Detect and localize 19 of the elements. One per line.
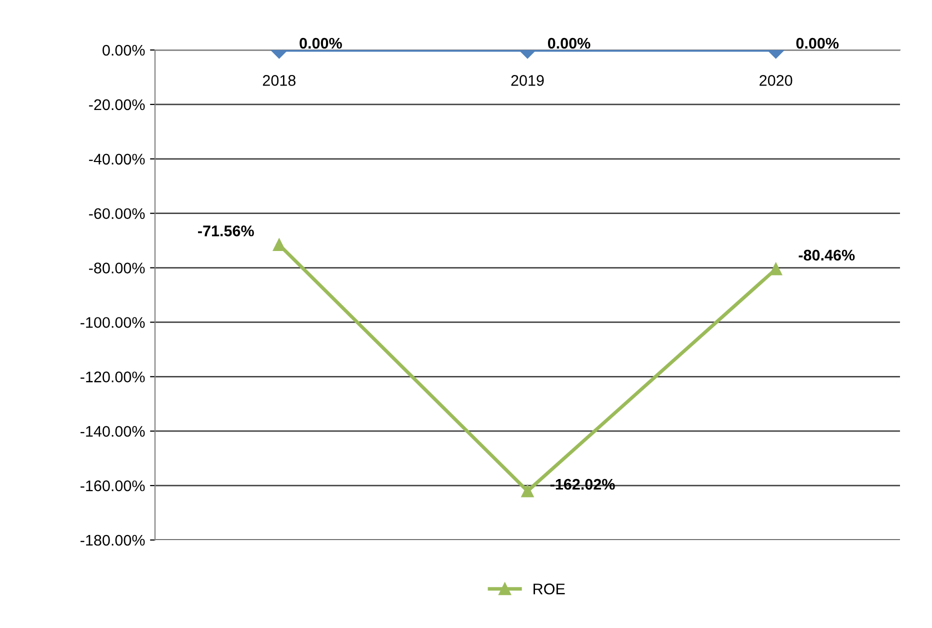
y-tick-label: 0.00% xyxy=(102,44,145,56)
y-tick-label: -20.00% xyxy=(89,99,145,110)
x-tick-label: 2019 xyxy=(511,75,544,86)
data-label: 0.00% xyxy=(300,38,342,49)
data-label: -80.46% xyxy=(798,250,855,261)
y-tick-label: -100.00% xyxy=(80,317,145,328)
x-tick-label: 2020 xyxy=(760,75,792,86)
legend-label: ROE xyxy=(534,584,565,594)
y-tick-label: -40.00% xyxy=(89,154,145,165)
data-label: 0.00% xyxy=(796,38,839,49)
x-tick-label: 2018 xyxy=(262,75,296,86)
y-tick-label: -160.00% xyxy=(80,480,145,492)
data-label: 0.00% xyxy=(548,38,590,49)
y-tick-label: -140.00% xyxy=(80,426,145,437)
data-label: -71.56% xyxy=(198,226,254,236)
y-tick-label: -80.00% xyxy=(89,262,145,274)
y-tick-label: -120.00% xyxy=(80,372,145,382)
y-tick-label: -60.00% xyxy=(89,208,145,220)
y-tick-label: -180.00% xyxy=(80,534,145,546)
